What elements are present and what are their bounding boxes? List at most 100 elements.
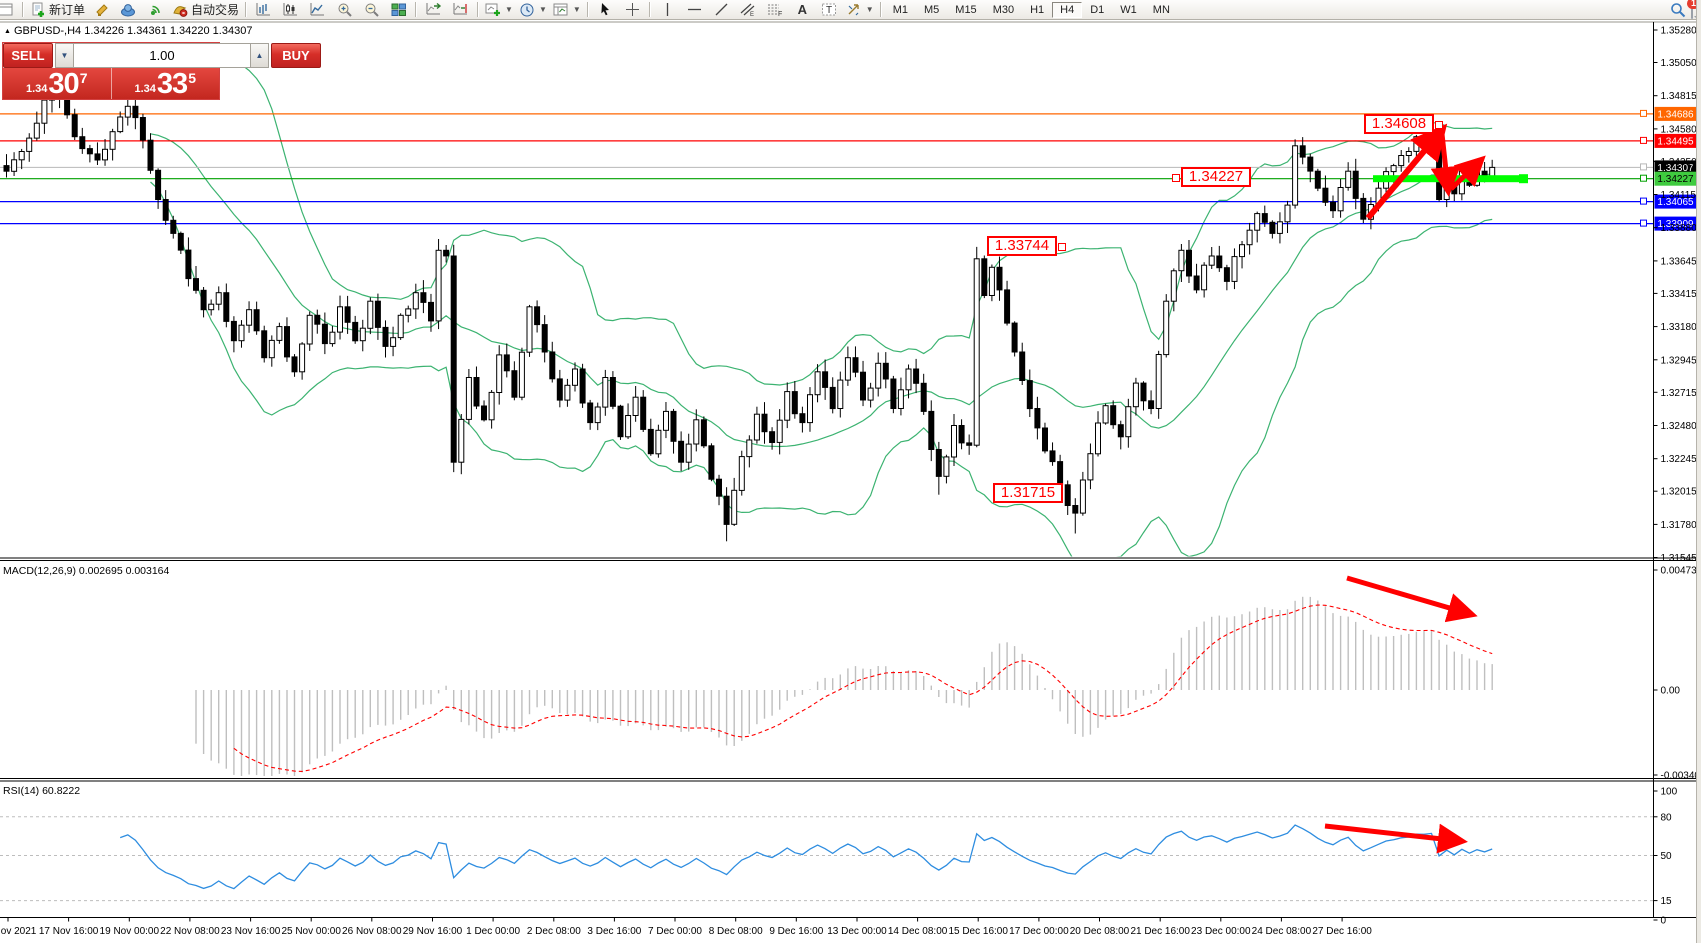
autotrading-icon — [173, 5, 188, 17]
periods-button[interactable]: ▼ — [516, 0, 550, 20]
crosshair-button[interactable] — [619, 0, 646, 20]
svg-text:0.004733: 0.004733 — [1661, 566, 1701, 577]
market-button[interactable] — [88, 0, 115, 20]
market-icon — [95, 3, 108, 16]
dropdown-arrow-icon: ▼ — [572, 5, 581, 14]
price-annotation-flag[interactable]: 1.33744 — [987, 236, 1066, 256]
cursor-button[interactable] — [592, 0, 619, 20]
volume-group: ▼ ▲ — [53, 43, 271, 68]
volume-decrease-button[interactable]: ▼ — [55, 43, 74, 68]
volume-input[interactable] — [74, 43, 250, 68]
timeframe-mn[interactable]: MN — [1152, 3, 1170, 16]
svg-text:1.33645: 1.33645 — [1661, 256, 1698, 267]
svg-text:1.32480: 1.32480 — [1661, 421, 1698, 432]
svg-text:1.35280: 1.35280 — [1661, 26, 1698, 37]
text-label-button[interactable]: T — [816, 0, 843, 20]
bar-chart-icon — [256, 3, 271, 16]
auto-scroll-button[interactable] — [420, 0, 447, 20]
sell-button[interactable]: SELL — [3, 43, 53, 68]
bollinger-bands — [150, 47, 1493, 557]
notifications-button[interactable]: 1 — [1687, 0, 1700, 19]
arrows-button[interactable]: ▼ — [843, 0, 877, 20]
new-order-button[interactable]: 新订单 — [27, 0, 88, 20]
toolbar: 新订单 自动交易 — [0, 0, 1701, 20]
symbol-ohlc-text: GBPUSD-,H4 1.34226 1.34361 1.34220 1.343… — [13, 25, 253, 37]
price-annotation-flag[interactable]: 1.31715 — [993, 483, 1063, 503]
search-button[interactable] — [1664, 0, 1691, 20]
timeframe-d1[interactable]: D1 — [1090, 3, 1105, 16]
panel-borders — [0, 21, 1701, 918]
object-handle[interactable] — [1058, 243, 1066, 251]
notification-badge: 1 — [1687, 0, 1700, 9]
svg-text:1.34580: 1.34580 — [1661, 124, 1698, 135]
line-chart-icon — [310, 3, 325, 16]
sell-quote[interactable]: 1.34 30 7 — [3, 68, 111, 99]
timeframe-m30[interactable]: M30 — [992, 3, 1015, 16]
candlestick-chart-button[interactable] — [277, 0, 304, 20]
zoom-in-button[interactable] — [331, 0, 358, 20]
svg-text:1 Dec 00:00: 1 Dec 00:00 — [466, 926, 520, 937]
buy-price-pip: 5 — [188, 70, 196, 86]
new-chart-icon — [485, 3, 501, 16]
autotrading-label: 自动交易 — [191, 3, 240, 17]
horizontal-line-button[interactable] — [681, 0, 708, 20]
volume-increase-button[interactable]: ▲ — [250, 43, 269, 68]
buy-quote[interactable]: 1.34 33 5 — [110, 68, 220, 99]
timeframe-h4[interactable]: H4 — [1052, 1, 1083, 18]
text-button[interactable]: A — [797, 2, 807, 17]
svg-text:29 Nov 16:00: 29 Nov 16:00 — [403, 926, 463, 937]
fibonacci-button[interactable]: F — [762, 0, 789, 20]
community-button[interactable] — [115, 0, 142, 20]
svg-text:25 Nov 00:00: 25 Nov 00:00 — [281, 926, 341, 937]
dropdown-arrow-icon: ▼ — [538, 5, 547, 14]
candlestick-icon — [283, 3, 298, 16]
new-order-label: 新订单 — [49, 3, 86, 17]
chart-window[interactable]: 1.34686 1.34495 1.34307 1.34227 1.34065 1.339… — [0, 21, 1701, 943]
vertical-line-button[interactable] — [654, 0, 681, 20]
equidistant-channel-button[interactable]: E — [735, 0, 762, 20]
price-chart[interactable]: 1.346861.344951.343071.342271.340651.339… — [0, 21, 1701, 943]
templates-button[interactable]: ▼ — [550, 0, 584, 20]
svg-text:16 Nov 2021: 16 Nov 2021 — [0, 926, 37, 937]
tile-windows-button[interactable] — [385, 0, 412, 20]
buy-button[interactable]: BUY — [271, 43, 321, 68]
chat-bubble-icon — [1691, 0, 1693, 19]
toolbar-separator — [879, 2, 882, 17]
svg-text:22 Nov 08:00: 22 Nov 08:00 — [160, 926, 220, 937]
chart-shift-button[interactable] — [447, 0, 474, 20]
zoom-out-button[interactable] — [358, 0, 385, 20]
object-handle[interactable] — [1172, 174, 1180, 182]
svg-text:21 Dec 16:00: 21 Dec 16:00 — [1130, 926, 1190, 937]
svg-text:1.34815: 1.34815 — [1661, 91, 1698, 102]
signals-button[interactable] — [142, 0, 169, 20]
toolbar-separator — [477, 2, 480, 17]
line-chart-button[interactable] — [304, 0, 331, 20]
trend-arrows[interactable] — [1324, 123, 1486, 854]
svg-text:E: E — [750, 12, 754, 17]
timeframe-m15[interactable]: M15 — [955, 3, 977, 16]
profile-window-button[interactable] — [0, 0, 19, 20]
timeframe-m5[interactable]: M5 — [924, 3, 940, 16]
svg-text:T: T — [826, 5, 832, 16]
timeframe-h1[interactable]: H1 — [1030, 3, 1045, 16]
candles-series — [3, 75, 1496, 542]
timeframe-m1[interactable]: M1 — [892, 3, 908, 16]
macd-indicator-label: MACD(12,26,9) 0.002695 0.003164 — [3, 565, 170, 577]
new-chart-button[interactable]: ▼ — [482, 0, 516, 20]
svg-text:24 Dec 08:00: 24 Dec 08:00 — [1252, 926, 1312, 937]
svg-text:1.33909: 1.33909 — [1657, 219, 1694, 230]
bar-chart-button[interactable] — [250, 0, 277, 20]
price-annotation-flag[interactable]: 1.34608 — [1364, 114, 1443, 134]
object-handle[interactable] — [1435, 121, 1443, 129]
mql5-community-icon — [121, 3, 136, 16]
svg-text:1.34495: 1.34495 — [1657, 136, 1694, 147]
trendline-button[interactable] — [708, 0, 735, 20]
chart-shift-icon — [453, 3, 467, 15]
svg-text:1.34350: 1.34350 — [1661, 157, 1698, 168]
price-annotation-flag[interactable]: 1.34227 — [1172, 167, 1251, 187]
timeframe-w1[interactable]: W1 — [1120, 3, 1137, 16]
autotrading-button[interactable]: 自动交易 — [169, 0, 242, 20]
